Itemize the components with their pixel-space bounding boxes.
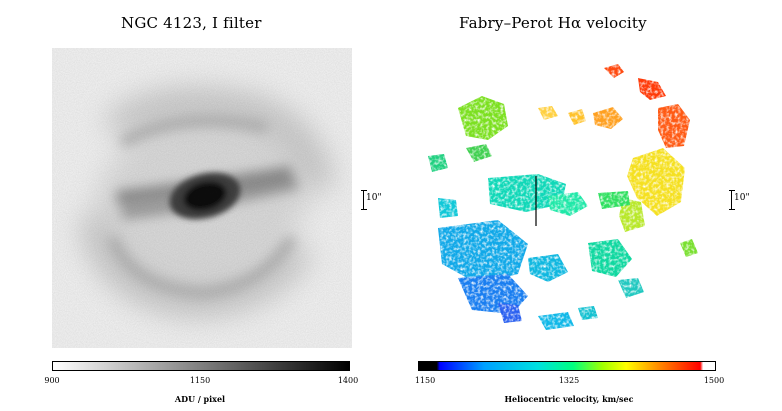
right-colorbar-tick-mid: 1325 (558, 376, 580, 385)
halpha-velocity-map (418, 48, 718, 348)
left-colorbar-tick-mid: 1150 (189, 376, 211, 385)
right-colorbar (418, 361, 716, 371)
left-scale-bar (361, 190, 367, 210)
galaxy-i-band-image (52, 48, 352, 348)
right-panel-title: Fabry–Perot Hα velocity (459, 14, 647, 32)
right-colorbar-tick-max: 1500 (703, 376, 725, 385)
left-colorbar-tick-min: 900 (44, 376, 60, 385)
right-scale-label: 10" (734, 193, 750, 203)
right-scale-bar (729, 190, 735, 210)
right-colorbar-tick-min: 1150 (414, 376, 436, 385)
right-colorbar-label: Heliocentric velocity, km/sec (504, 394, 634, 404)
left-colorbar-label: ADU / pixel (174, 394, 226, 404)
left-colorbar (52, 361, 350, 371)
left-colorbar-tick-max: 1400 (337, 376, 359, 385)
left-scale-label: 10" (366, 193, 382, 203)
left-panel-title: NGC 4123, I filter (121, 14, 262, 32)
